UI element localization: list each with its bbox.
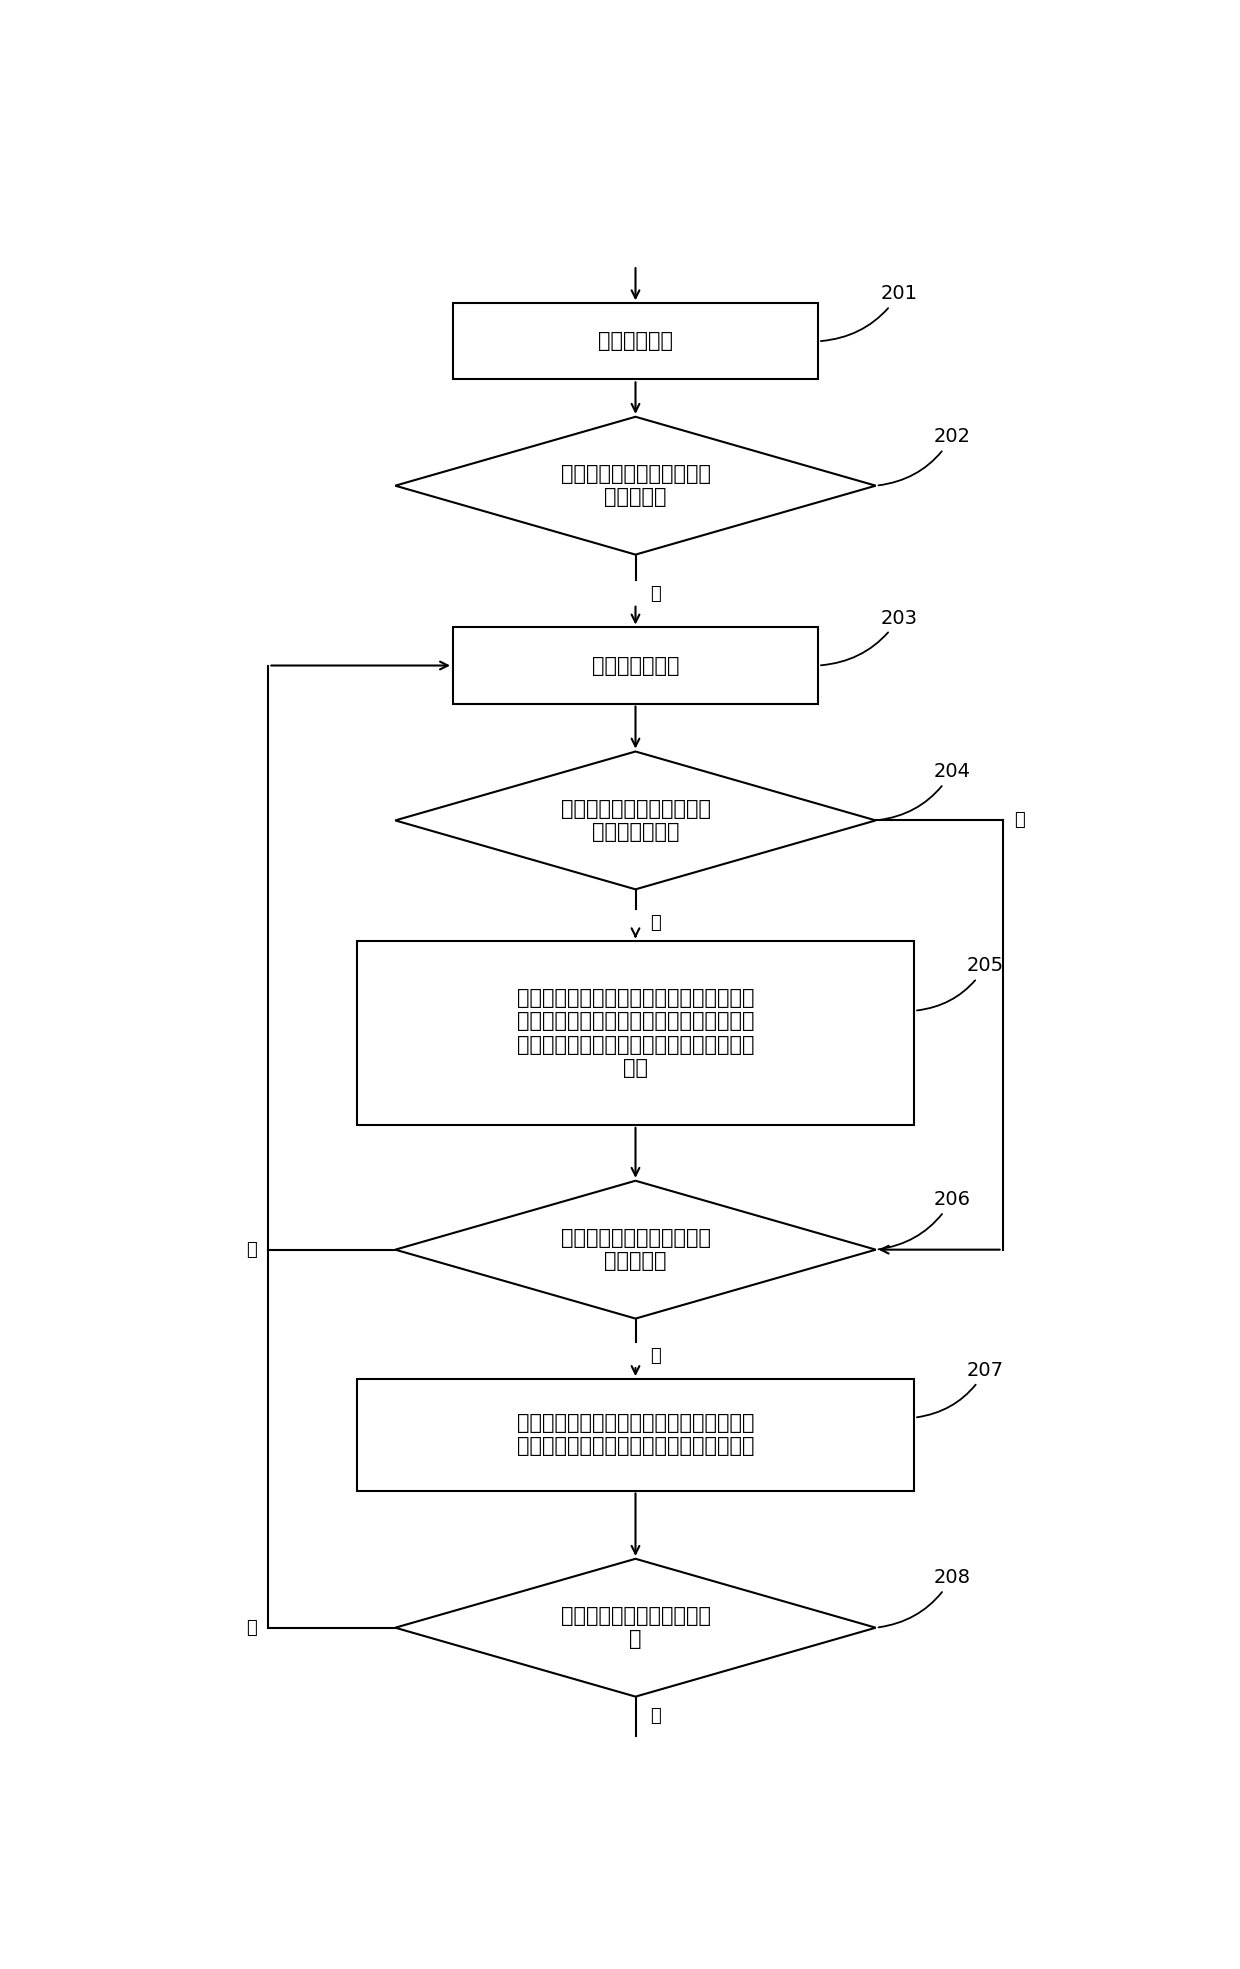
Text: 否: 否 — [246, 1619, 257, 1636]
Polygon shape — [396, 1181, 875, 1319]
Text: 是: 是 — [650, 914, 661, 931]
Polygon shape — [396, 1559, 875, 1697]
Text: 是: 是 — [650, 585, 661, 603]
Text: 判断触摸信号值是否大于预
设的干扰参考值: 判断触摸信号值是否大于预 设的干扰参考值 — [560, 799, 711, 843]
Text: 判断是否满足预设的退出条
件: 判断是否满足预设的退出条 件 — [560, 1607, 711, 1650]
Polygon shape — [396, 752, 875, 890]
Text: 接收操作指令: 接收操作指令 — [598, 331, 673, 350]
Text: 203: 203 — [821, 608, 918, 666]
Text: 是: 是 — [650, 1707, 661, 1725]
Text: 判断接收次数是否小于预设
的设定次数: 判断接收次数是否小于预设 的设定次数 — [560, 1229, 711, 1272]
Text: 206: 206 — [878, 1189, 971, 1248]
Text: 若触摸信号值大于预设的干扰参考值，则将
接收次数的值加一，其中，接收次数表征接
收到触摸信号值的次数，接收次数的初始值
为零: 若触摸信号值大于预设的干扰参考值，则将 接收次数的值加一，其中，接收次数表征接 … — [517, 988, 754, 1077]
Text: 202: 202 — [878, 427, 971, 486]
Text: 204: 204 — [878, 762, 971, 821]
Text: 否: 否 — [650, 1347, 661, 1365]
FancyBboxPatch shape — [453, 628, 818, 703]
Polygon shape — [396, 417, 875, 555]
FancyBboxPatch shape — [357, 1378, 914, 1491]
Text: 201: 201 — [821, 284, 918, 341]
FancyBboxPatch shape — [453, 303, 818, 380]
Text: 判断操作指令是否满足预设
的调整条件: 判断操作指令是否满足预设 的调整条件 — [560, 465, 711, 508]
Text: 获取触摸信号值: 获取触摸信号值 — [591, 656, 680, 675]
Text: 208: 208 — [878, 1567, 971, 1626]
Text: 则根据接收到的所有触摸信号值设定触摸按
键的触发阈值，从而调整触摸按键的灵敏度: 则根据接收到的所有触摸信号值设定触摸按 键的触发阈值，从而调整触摸按键的灵敏度 — [517, 1414, 754, 1457]
Text: 否: 否 — [1014, 811, 1025, 829]
Text: 是: 是 — [246, 1240, 257, 1258]
Text: 207: 207 — [916, 1361, 1004, 1418]
FancyBboxPatch shape — [357, 941, 914, 1124]
Text: 205: 205 — [916, 957, 1004, 1010]
